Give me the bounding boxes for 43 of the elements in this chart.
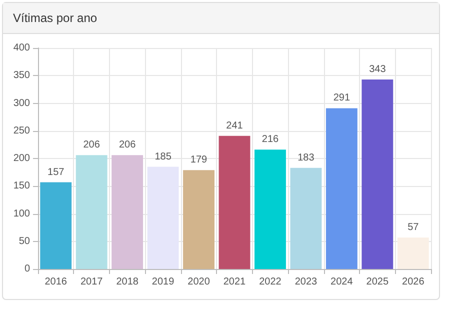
data-label: 343: [369, 64, 386, 75]
x-tick-label: 2017: [80, 276, 104, 288]
x-tick-label: 2023: [294, 276, 318, 288]
bar: [183, 170, 214, 269]
data-label: 291: [333, 92, 350, 104]
bar: [326, 108, 358, 269]
x-tick-label: 2022: [259, 276, 282, 288]
bar: [147, 166, 179, 269]
chart-title: Vítimas por ano: [3, 3, 439, 34]
x-tick-label: 2026: [402, 276, 425, 288]
data-label: 57: [408, 222, 420, 234]
data-label: 157: [48, 166, 65, 178]
data-label: 206: [83, 140, 100, 151]
y-tick-label: 250: [13, 125, 30, 136]
x-tick-label: 2024: [330, 276, 354, 288]
y-tick-label: 150: [13, 180, 30, 192]
bar: [76, 155, 108, 269]
bar: [218, 136, 250, 269]
data-label: 216: [262, 134, 280, 146]
x-tick-label: 2019: [152, 276, 175, 288]
data-label: 241: [226, 120, 244, 132]
bar: [254, 150, 286, 269]
y-tick-label: 400: [13, 42, 30, 54]
bar: [112, 155, 144, 269]
bar: [290, 168, 322, 269]
data-label: 183: [298, 152, 315, 164]
bar: [362, 79, 394, 269]
bar: [40, 182, 72, 269]
y-tick-label: 200: [13, 153, 30, 164]
y-tick-label: 300: [13, 98, 30, 109]
bar: [397, 238, 429, 269]
y-tick-label: 0: [24, 264, 30, 274]
x-tick-label: 2016: [44, 276, 68, 288]
x-tick-label: 2021: [223, 276, 246, 288]
data-label: 179: [190, 154, 208, 166]
y-tick-label: 50: [18, 236, 30, 247]
data-label: 185: [154, 151, 172, 162]
x-tick-label: 2020: [188, 276, 210, 288]
x-tick-label: 2018: [116, 276, 139, 288]
y-tick-label: 100: [13, 208, 30, 220]
y-tick-label: 350: [13, 70, 30, 82]
x-tick-label: 2025: [366, 276, 389, 288]
data-label: 206: [118, 140, 136, 151]
